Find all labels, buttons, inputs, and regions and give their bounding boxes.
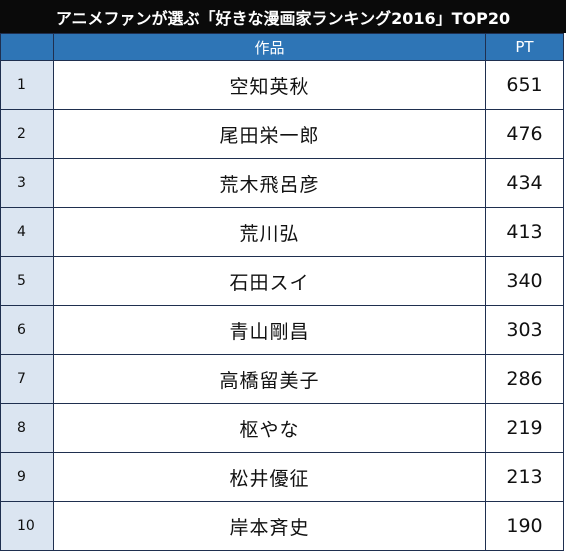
table-row: 7 高橋留美子 286: [0, 354, 564, 404]
header-rank: [0, 33, 54, 61]
artist-name: 青山剛昌: [53, 305, 486, 355]
artist-name: 石田スイ: [53, 256, 486, 306]
rank-cell: 3: [0, 158, 54, 208]
table-row: 3 荒木飛呂彦 434: [0, 158, 564, 208]
table-row: 1 空知英秋 651: [0, 60, 564, 110]
artist-name: 松井優征: [53, 452, 486, 502]
table-row: 4 荒川弘 413: [0, 207, 564, 257]
table-row: 8 枢やな 219: [0, 403, 564, 453]
artist-name: 岸本斉史: [53, 501, 486, 551]
artist-name: 空知英秋: [53, 60, 486, 110]
artist-name: 枢やな: [53, 403, 486, 453]
rank-cell: 1: [0, 60, 54, 110]
points-cell: 476: [485, 109, 564, 159]
artist-name: 荒木飛呂彦: [53, 158, 486, 208]
rank-cell: 10: [0, 501, 54, 551]
points-cell: 213: [485, 452, 564, 502]
table-row: 2 尾田栄一郎 476: [0, 109, 564, 159]
rank-cell: 7: [0, 354, 54, 404]
table-row: 5 石田スイ 340: [0, 256, 564, 306]
table-row: 10 岸本斉史 190: [0, 501, 564, 551]
points-cell: 190: [485, 501, 564, 551]
artist-name: 尾田栄一郎: [53, 109, 486, 159]
points-cell: 651: [485, 60, 564, 110]
header-pt: PT: [485, 33, 564, 61]
rank-cell: 2: [0, 109, 54, 159]
ranking-table: 作品 PT 1 空知英秋 651 2 尾田栄一郎 476 3 荒木飛呂彦 434…: [0, 33, 564, 551]
points-cell: 219: [485, 403, 564, 453]
rank-cell: 8: [0, 403, 54, 453]
ranking-title: アニメファンが選ぶ「好きな漫画家ランキング2016」TOP20: [0, 0, 566, 33]
header-row: 作品 PT: [0, 33, 564, 61]
points-cell: 286: [485, 354, 564, 404]
header-title: 作品: [53, 33, 486, 61]
rank-cell: 5: [0, 256, 54, 306]
artist-name: 高橋留美子: [53, 354, 486, 404]
points-cell: 303: [485, 305, 564, 355]
rank-cell: 9: [0, 452, 54, 502]
rank-cell: 6: [0, 305, 54, 355]
artist-name: 荒川弘: [53, 207, 486, 257]
table-row: 6 青山剛昌 303: [0, 305, 564, 355]
table-row: 9 松井優征 213: [0, 452, 564, 502]
points-cell: 340: [485, 256, 564, 306]
rank-cell: 4: [0, 207, 54, 257]
points-cell: 434: [485, 158, 564, 208]
points-cell: 413: [485, 207, 564, 257]
